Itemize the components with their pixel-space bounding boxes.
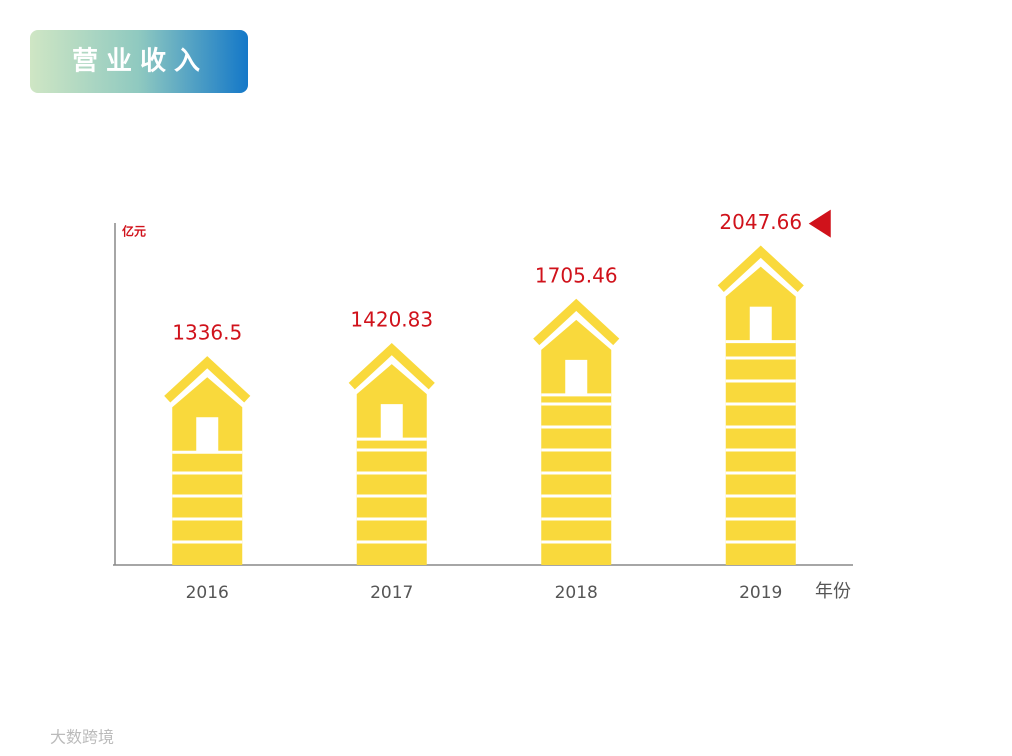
x-tick-label: 2016 — [186, 583, 229, 603]
bar-roof — [348, 342, 435, 390]
x-tick-label: 2019 — [739, 583, 782, 603]
x-tick-label: 2017 — [370, 583, 413, 603]
chart-title: 营业收入 — [72, 47, 208, 77]
highlight-arrow — [808, 209, 831, 238]
value-label: 1705.46 — [535, 263, 618, 287]
y-axis-label: 亿元 — [122, 224, 146, 239]
bar-body — [541, 319, 612, 565]
bar-roof — [533, 298, 620, 346]
title-box — [30, 30, 248, 93]
bar-door — [380, 404, 403, 440]
bar-door — [196, 417, 219, 453]
value-label: 1420.83 — [350, 308, 433, 332]
bar-roof — [717, 245, 804, 292]
x-axis-label: 年份 — [815, 581, 851, 602]
bar — [164, 356, 251, 565]
bar-door — [749, 306, 772, 342]
watermark: 大数跨境 — [50, 728, 114, 747]
bar-roof — [164, 356, 251, 403]
x-tick-label: 2018 — [555, 583, 598, 603]
bar — [348, 342, 435, 565]
bar — [533, 298, 620, 565]
bar-body — [172, 377, 243, 565]
bar — [717, 245, 804, 565]
value-label: 1336.5 — [172, 321, 242, 345]
bar-door — [565, 359, 588, 395]
value-label: 2047.66 — [719, 210, 802, 234]
bar-body — [356, 364, 427, 565]
